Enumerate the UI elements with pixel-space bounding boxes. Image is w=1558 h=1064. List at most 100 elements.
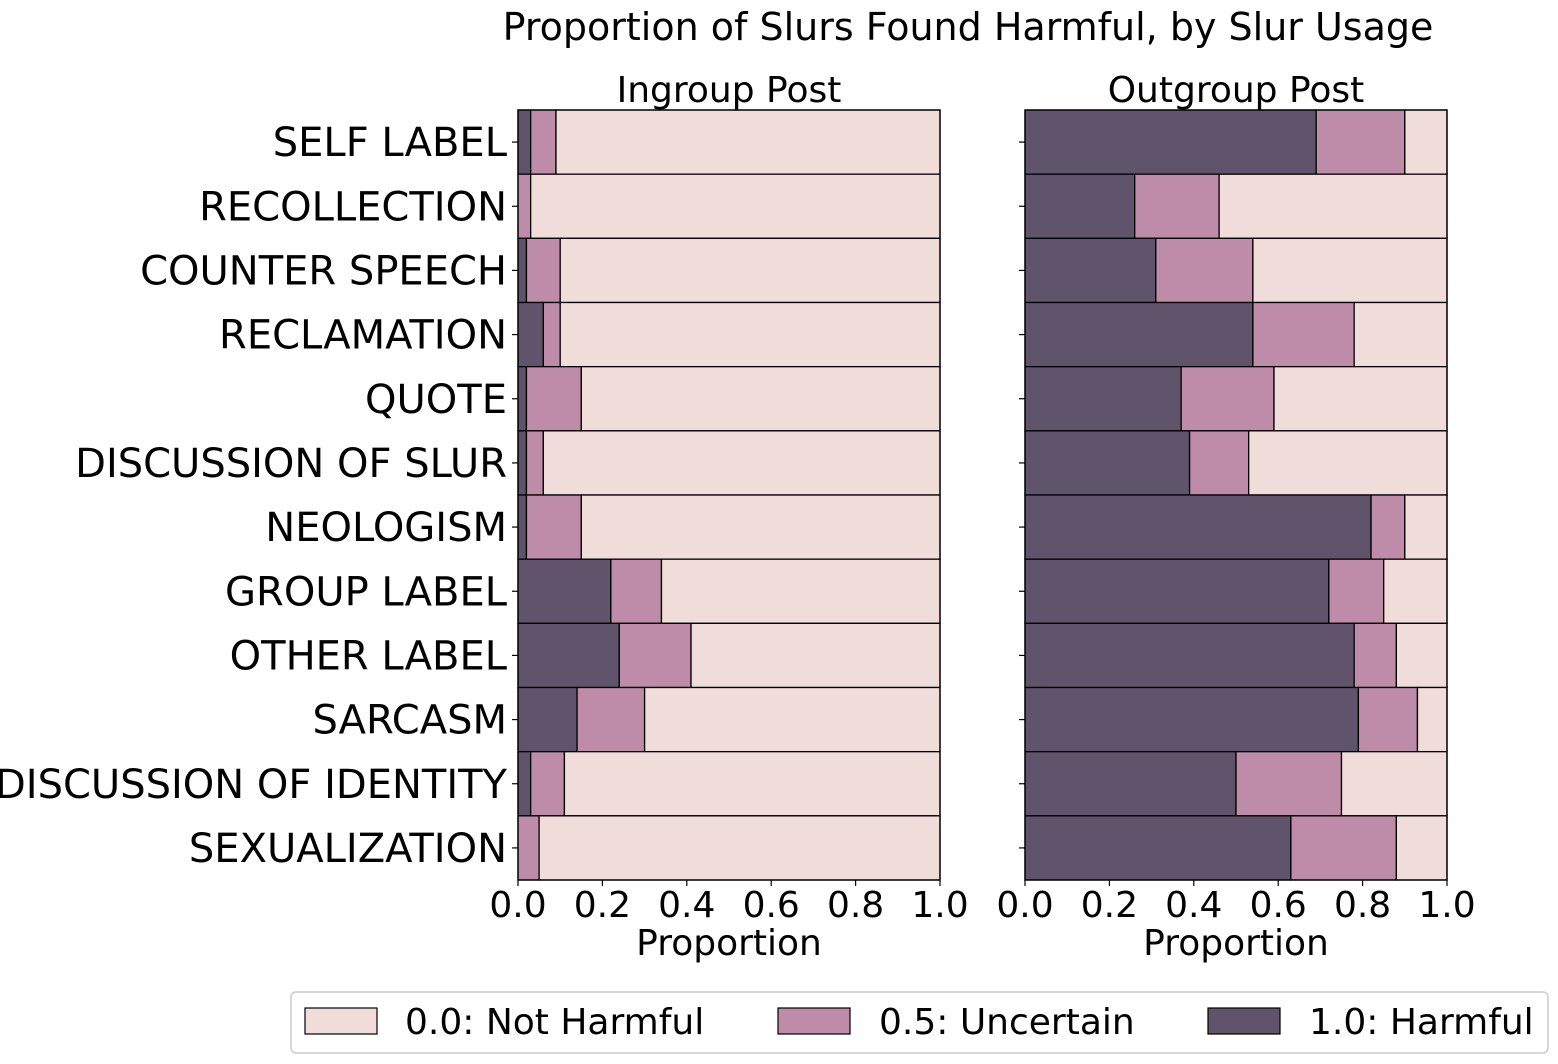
xtick-label: 0.4 xyxy=(1165,885,1222,926)
bar-ingroup-post-neologism-0-5-uncertain xyxy=(525,494,582,560)
xtick-label: 0.0 xyxy=(996,885,1053,926)
bar-outgroup-post-sexualization-0-0-not-harmful xyxy=(1395,815,1448,881)
xtick-label: 0.6 xyxy=(1250,885,1307,926)
bar-outgroup-post-reclamation-0-5-uncertain xyxy=(1252,301,1355,368)
xtick-label: 0.2 xyxy=(1081,885,1138,926)
panel-title-outgroup-post: Outgroup Post xyxy=(1108,70,1365,111)
axes-frame-outgroup-post xyxy=(1024,109,1448,881)
ytick-label-quote: QUOTE xyxy=(365,377,507,423)
xtick-label: 0.8 xyxy=(827,885,884,926)
bar-ingroup-post-counter-speech-0-5-uncertain xyxy=(525,237,561,304)
bar-outgroup-post-neologism-1-0-harmful xyxy=(1024,494,1372,560)
bar-outgroup-post-counter-speech-0-0-not-harmful xyxy=(1252,237,1448,304)
legend-entry-not-harmful: 0.0: Not Harmful xyxy=(304,1002,704,1043)
ytick-label-sexualization: SEXUALIZATION xyxy=(189,826,507,872)
bar-outgroup-post-discussion-of-slur-1-0-harmful xyxy=(1024,430,1191,496)
bar-outgroup-post-counter-speech-1-0-harmful xyxy=(1024,237,1157,304)
legend-swatch-not-harmful xyxy=(304,1007,378,1035)
ytick-label-discussion-of-identity: DISCUSSION OF IDENTITY xyxy=(0,762,508,808)
legend-entry-harmful: 1.0: Harmful xyxy=(1207,1002,1534,1043)
bar-ingroup-post-discussion-of-identity-0-5-uncertain xyxy=(530,751,566,817)
bar-outgroup-post-sarcasm-0-5-uncertain xyxy=(1357,686,1419,753)
bar-outgroup-post-group-label-0-0-not-harmful xyxy=(1383,558,1448,624)
xtick-label: 1.0 xyxy=(911,885,968,926)
legend-frame xyxy=(290,991,1549,1054)
chart-title: Proportion of Slurs Found Harmful, by Sl… xyxy=(503,5,1434,49)
bar-outgroup-post-discussion-of-slur-0-0-not-harmful xyxy=(1248,430,1448,496)
bar-outgroup-post-self-label-0-0-not-harmful xyxy=(1404,109,1448,175)
legend-entry-uncertain: 0.5: Uncertain xyxy=(777,1002,1135,1043)
bar-ingroup-post-quote-1-0-harmful xyxy=(517,366,528,432)
bar-outgroup-post-sarcasm-0-0-not-harmful xyxy=(1416,686,1448,753)
bar-outgroup-post-recollection-1-0-harmful xyxy=(1024,173,1136,239)
xtick-label: 0.2 xyxy=(574,885,631,926)
bar-outgroup-post-recollection-0-0-not-harmful xyxy=(1218,173,1448,239)
ytick-label-self-label: SELF LABEL xyxy=(273,120,508,166)
bar-ingroup-post-reclamation-1-0-harmful xyxy=(517,301,544,368)
bar-ingroup-post-other-label-1-0-harmful xyxy=(517,622,620,689)
ytick-label-other-label: OTHER LABEL xyxy=(230,633,508,679)
bar-outgroup-post-sarcasm-1-0-harmful xyxy=(1024,686,1360,753)
bar-outgroup-post-other-label-0-0-not-harmful xyxy=(1395,622,1448,689)
x-axis-label-ingroup-post: Proportion xyxy=(636,923,822,964)
ytick-label-reclamation: RECLAMATION xyxy=(219,313,507,359)
bar-ingroup-post-quote-0-0-not-harmful xyxy=(580,366,941,432)
bar-outgroup-post-other-label-1-0-harmful xyxy=(1024,622,1355,689)
bar-ingroup-post-self-label-0-0-not-harmful xyxy=(555,109,941,175)
bar-ingroup-post-discussion-of-slur-1-0-harmful xyxy=(517,430,528,496)
bar-ingroup-post-group-label-1-0-harmful xyxy=(517,558,612,624)
bar-ingroup-post-counter-speech-1-0-harmful xyxy=(517,237,528,304)
legend-label-not-harmful: 0.0: Not Harmful xyxy=(405,1002,704,1043)
bar-outgroup-post-quote-0-0-not-harmful xyxy=(1273,366,1448,432)
bar-ingroup-post-sexualization-0-0-not-harmful xyxy=(538,815,941,881)
bar-outgroup-post-neologism-0-0-not-harmful xyxy=(1404,494,1448,560)
bar-ingroup-post-recollection-0-0-not-harmful xyxy=(530,173,941,239)
legend-label-uncertain: 0.5: Uncertain xyxy=(879,1002,1135,1043)
bar-outgroup-post-reclamation-0-0-not-harmful xyxy=(1353,301,1448,368)
bar-outgroup-post-neologism-0-5-uncertain xyxy=(1370,494,1406,560)
bar-outgroup-post-quote-0-5-uncertain xyxy=(1180,366,1275,432)
bar-outgroup-post-reclamation-1-0-harmful xyxy=(1024,301,1254,368)
legend-swatch-uncertain xyxy=(777,1007,851,1035)
bar-ingroup-post-discussion-of-slur-0-5-uncertain xyxy=(525,430,544,496)
bar-ingroup-post-reclamation-0-5-uncertain xyxy=(542,301,561,368)
ytick-label-counter-speech: COUNTER SPEECH xyxy=(140,248,507,294)
bar-outgroup-post-self-label-0-5-uncertain xyxy=(1315,109,1406,175)
bar-outgroup-post-quote-1-0-harmful xyxy=(1024,366,1182,432)
bar-ingroup-post-counter-speech-0-0-not-harmful xyxy=(559,237,941,304)
bar-ingroup-post-neologism-1-0-harmful xyxy=(517,494,528,560)
legend-label-harmful: 1.0: Harmful xyxy=(1309,1002,1534,1043)
bar-outgroup-post-group-label-1-0-harmful xyxy=(1024,558,1330,624)
bar-ingroup-post-sexualization-0-5-uncertain xyxy=(517,815,540,881)
bar-ingroup-post-other-label-0-0-not-harmful xyxy=(690,622,941,689)
bar-ingroup-post-neologism-0-0-not-harmful xyxy=(580,494,941,560)
bar-ingroup-post-discussion-of-slur-0-0-not-harmful xyxy=(542,430,941,496)
bar-outgroup-post-group-label-0-5-uncertain xyxy=(1328,558,1385,624)
bar-ingroup-post-discussion-of-identity-0-0-not-harmful xyxy=(563,751,941,817)
ytick-label-recollection: RECOLLECTION xyxy=(199,184,507,230)
bar-ingroup-post-discussion-of-identity-1-0-harmful xyxy=(517,751,532,817)
x-axis-label-outgroup-post: Proportion xyxy=(1143,923,1329,964)
bar-outgroup-post-discussion-of-identity-0-0-not-harmful xyxy=(1340,751,1448,817)
bar-outgroup-post-discussion-of-identity-0-5-uncertain xyxy=(1235,751,1343,817)
bar-outgroup-post-discussion-of-identity-1-0-harmful xyxy=(1024,751,1237,817)
bar-ingroup-post-self-label-1-0-harmful xyxy=(517,109,532,175)
panel-outgroup-post: Outgroup Post 0.0 0.2 0.4 0.6 0.8 1.0 Proportio… xyxy=(996,70,1475,964)
xtick-label: 0.6 xyxy=(743,885,800,926)
legend: 0.0: Not Harmful 0.5: Uncertain 1.0: Har… xyxy=(290,991,1549,1054)
bar-ingroup-post-reclamation-0-0-not-harmful xyxy=(559,301,941,368)
ytick-label-sarcasm: SARCASM xyxy=(313,698,508,744)
bar-outgroup-post-self-label-1-0-harmful xyxy=(1024,109,1317,175)
bar-outgroup-post-discussion-of-slur-0-5-uncertain xyxy=(1188,430,1250,496)
bar-outgroup-post-recollection-0-5-uncertain xyxy=(1134,173,1220,239)
bar-ingroup-post-sarcasm-0-5-uncertain xyxy=(576,686,646,753)
panel-title-ingroup-post: Ingroup Post xyxy=(617,70,842,111)
bar-ingroup-post-other-label-0-5-uncertain xyxy=(618,622,692,689)
bar-ingroup-post-self-label-0-5-uncertain xyxy=(530,109,557,175)
xtick-label: 0.4 xyxy=(658,885,715,926)
ytick-label-neologism: NEOLOGISM xyxy=(265,505,507,551)
ytick-label-group-label: GROUP LABEL xyxy=(225,569,508,615)
bar-outgroup-post-other-label-0-5-uncertain xyxy=(1353,622,1398,689)
ytick-label-discussion-of-slur: DISCUSSION OF SLUR xyxy=(75,441,507,487)
